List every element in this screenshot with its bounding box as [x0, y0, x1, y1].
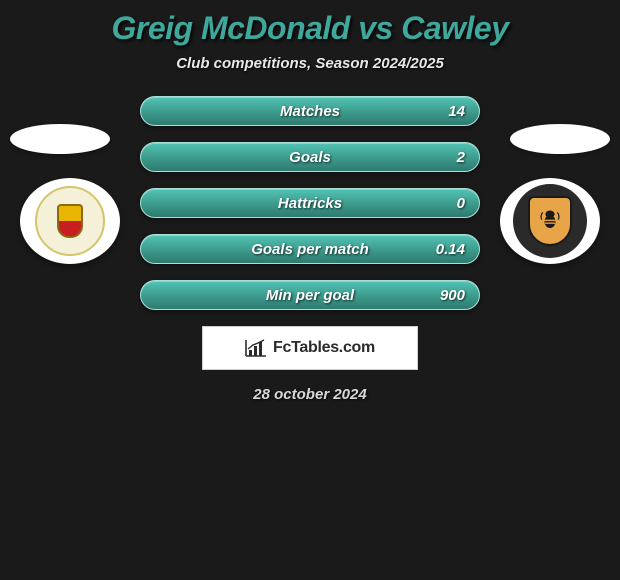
stat-bar: Min per goal 900 — [140, 280, 480, 310]
left-team-crest — [20, 178, 120, 264]
stat-bar: Goals 2 — [140, 142, 480, 172]
shield-icon — [57, 204, 83, 238]
stat-bar: Goals per match 0.14 — [140, 234, 480, 264]
page-title: Greig McDonald vs Cawley — [0, 0, 620, 55]
stat-label: Goals per match — [251, 241, 369, 258]
stat-bar: Matches 14 — [140, 96, 480, 126]
stat-label: Matches — [280, 103, 340, 120]
stat-row-goals: Goals 2 — [10, 142, 610, 172]
stat-label: Hattricks — [278, 195, 342, 212]
stat-value: 0 — [457, 195, 465, 212]
page-subtitle: Club competitions, Season 2024/2025 — [0, 55, 620, 72]
stat-row-min-per-goal: Min per goal 900 — [10, 280, 610, 310]
wasp-icon — [539, 207, 561, 233]
stat-value: 2 — [457, 149, 465, 166]
stat-value: 900 — [440, 287, 465, 304]
date-label: 28 october 2024 — [0, 386, 620, 403]
stat-label: Goals — [289, 149, 331, 166]
bar-chart-icon — [245, 339, 267, 357]
stat-label: Min per goal — [266, 287, 354, 304]
right-team-crest — [500, 178, 600, 264]
stat-row-matches: Matches 14 — [10, 96, 610, 126]
stat-value: 14 — [448, 103, 465, 120]
stat-value: 0.14 — [436, 241, 465, 258]
stat-bar: Hattricks 0 — [140, 188, 480, 218]
branding-box: FcTables.com — [202, 326, 418, 370]
alloa-athletic-crest-icon — [513, 184, 587, 258]
annan-athletic-crest-icon — [35, 186, 105, 256]
shield-icon — [528, 196, 572, 246]
branding-label: FcTables.com — [273, 339, 375, 357]
